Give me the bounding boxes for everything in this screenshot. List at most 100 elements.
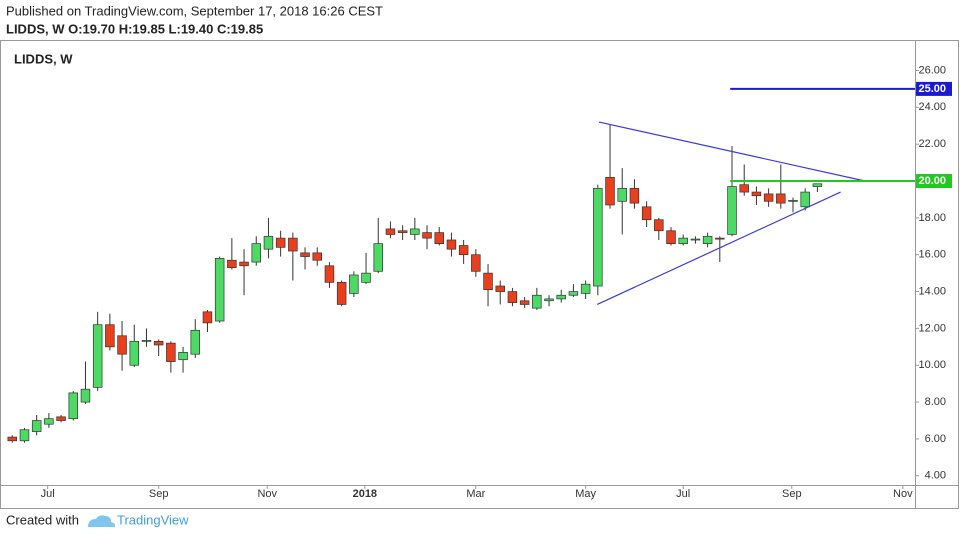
chart-frame: [0, 40, 959, 509]
candle-body: [422, 232, 432, 239]
candle-body: [495, 285, 505, 292]
level-label-box: [916, 81, 952, 96]
candle-body: [56, 416, 66, 421]
candle-body: [471, 254, 481, 272]
footer-brand[interactable]: TradingView: [117, 512, 189, 527]
candle-body: [117, 335, 127, 355]
candle-body: [800, 191, 810, 208]
candle-body: [373, 243, 383, 272]
level-label-box: [916, 174, 952, 189]
candle-body: [361, 272, 371, 283]
candle-body: [68, 392, 79, 420]
candle-body: [7, 436, 18, 442]
x-tick-label: Nov: [257, 488, 277, 500]
tradingview-logo[interactable]: TradingView: [88, 512, 189, 527]
y-tick-label: 16.00: [918, 249, 946, 261]
x-tick-label: Sep: [782, 488, 802, 500]
candle-body: [227, 259, 237, 268]
candle-body: [31, 420, 42, 432]
candle-body: [446, 239, 457, 250]
candle-body: [166, 342, 176, 362]
candle-body: [544, 298, 554, 302]
logo-icon[interactable]: [88, 515, 116, 527]
y-tick-label: 12.00: [918, 322, 946, 334]
level-label: 25.00: [918, 83, 946, 95]
candle-body: [141, 340, 152, 342]
candle-body: [336, 281, 347, 305]
candle-body: [300, 252, 310, 257]
candle-body: [263, 235, 274, 250]
candle-body: [288, 237, 298, 252]
candle-body: [92, 324, 103, 388]
candle-body: [44, 418, 54, 425]
candle-body: [312, 252, 322, 261]
y-tick-label: 6.00: [925, 433, 946, 445]
candle-body: [80, 388, 91, 403]
candle-body: [178, 352, 188, 361]
candle-body: [202, 311, 213, 324]
candle-body: [556, 294, 566, 300]
candle-body: [105, 324, 115, 348]
candle-body: [751, 191, 762, 197]
candle-body: [214, 258, 225, 322]
level-label: 20.00: [918, 175, 946, 187]
candle-body: [654, 219, 664, 232]
candle-body: [605, 176, 615, 206]
candle-body: [458, 245, 469, 256]
candle-body: [410, 228, 420, 235]
x-tick-label: Sep: [149, 488, 169, 500]
trend-line: [596, 191, 841, 305]
candle-body: [324, 265, 335, 283]
candle-body: [580, 283, 591, 294]
candle-body: [739, 184, 749, 193]
quote-line: LIDDS, W O:19.70 H:19.85 L:19.40 C:19.85: [6, 21, 263, 36]
candle-body: [702, 235, 713, 245]
y-tick-label: 4.00: [925, 470, 946, 482]
candle-body: [532, 294, 542, 309]
candle-body: [19, 429, 30, 442]
x-tick-label: 2018: [353, 488, 377, 500]
chart-title: LIDDS, W: [14, 51, 73, 66]
candle-body: [812, 183, 823, 187]
candle-body: [593, 188, 603, 287]
candle-body: [763, 193, 774, 202]
candle-body: [568, 291, 579, 296]
candle-body: [397, 230, 408, 233]
candle-body: [239, 261, 249, 267]
candle-body: [776, 193, 786, 204]
candle-body: [727, 186, 737, 235]
y-tick-label: 24.00: [918, 101, 946, 113]
y-tick-label: 18.00: [918, 212, 946, 224]
candle-body: [641, 206, 652, 221]
y-tick-label: 8.00: [925, 396, 946, 408]
candle-body: [349, 274, 359, 294]
candle-body: [153, 340, 164, 346]
trend-line: [598, 121, 866, 182]
x-tick-label: Mar: [466, 488, 485, 500]
candle-body: [251, 243, 261, 263]
candle-body: [507, 291, 518, 303]
x-tick-label: Nov: [893, 488, 913, 500]
published-note: Published on TradingView.com, September …: [6, 3, 383, 18]
candle-body: [519, 300, 530, 305]
x-tick-label: May: [575, 488, 596, 500]
y-tick-label: 26.00: [918, 64, 946, 76]
candle-body: [275, 237, 286, 248]
candle-body: [617, 188, 627, 202]
candle-body: [715, 237, 725, 240]
y-tick-label: 10.00: [918, 359, 946, 371]
candle-body: [385, 228, 396, 235]
candle-body: [129, 340, 140, 366]
candle-body: [483, 272, 493, 291]
candle-body: [190, 329, 200, 355]
candle-body: [788, 200, 798, 202]
candle-body: [690, 238, 701, 241]
candle-body: [629, 188, 640, 204]
footer-text: Created with: [6, 512, 79, 527]
plot-area: [7, 121, 866, 443]
y-tick-label: 22.00: [918, 138, 946, 150]
x-tick-label: Jul: [41, 488, 55, 500]
candle-body: [434, 232, 444, 245]
